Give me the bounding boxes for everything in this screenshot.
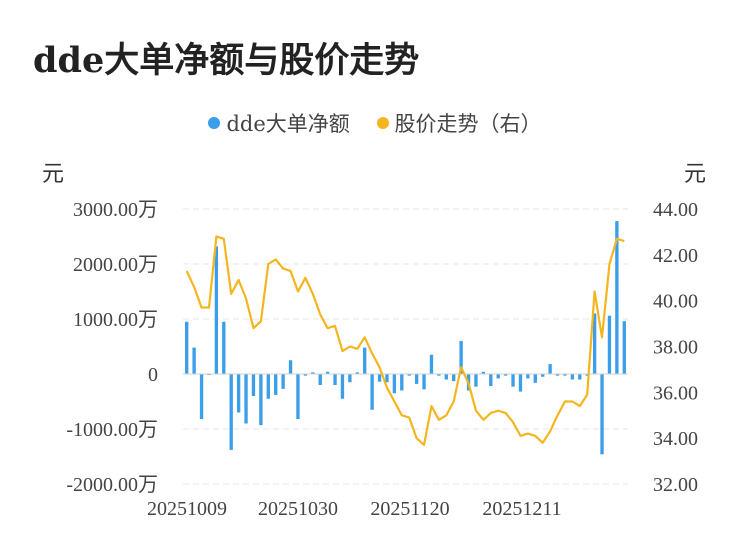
dde-bar <box>199 374 204 420</box>
dde-bar <box>444 374 448 380</box>
dde-bar <box>325 371 330 374</box>
dde-bar <box>185 321 189 374</box>
right-tick-label: 42.00 <box>653 245 698 267</box>
dde-bar <box>437 374 441 376</box>
x-tick-label: 20251009 <box>147 498 227 520</box>
legend: dde大单净额 股价走势（右） <box>0 108 750 138</box>
dde-bar <box>266 374 270 399</box>
dde-bar <box>607 315 612 374</box>
dde-bar <box>518 374 523 392</box>
left-tick-label: -1000.00万 <box>66 419 158 441</box>
dde-bar <box>459 341 463 374</box>
dde-bar <box>592 313 597 374</box>
left-tick-label: 2000.00万 <box>73 254 158 276</box>
dde-bar <box>303 374 308 376</box>
dde-bar <box>311 372 315 374</box>
left-tick-label: 1000.00万 <box>73 309 158 331</box>
dde-bar <box>236 374 241 413</box>
x-tick-label: 20251211 <box>482 498 561 520</box>
right-tick-label: 40.00 <box>653 291 698 313</box>
dde-bar <box>422 374 426 390</box>
dde-bar <box>578 374 582 380</box>
dde-bar <box>377 374 382 382</box>
legend-dot-dde-icon <box>208 117 221 129</box>
left-tick-label: -2000.00万 <box>66 474 158 496</box>
dde-bar <box>489 374 493 387</box>
dde-bar <box>340 374 345 399</box>
dde-bar <box>615 221 619 374</box>
dde-bar <box>481 371 486 374</box>
legend-item-price[interactable]: 股价走势（右） <box>376 108 542 138</box>
dde-bar <box>533 374 537 383</box>
right-tick-label: 32.00 <box>653 474 698 496</box>
right-axis-unit: 元 <box>684 162 707 187</box>
dde-bar <box>570 374 575 380</box>
dde-bar <box>214 246 219 374</box>
dde-bar <box>288 360 293 374</box>
dde-bar <box>244 374 248 424</box>
dde-bar <box>348 374 352 383</box>
dde-bar <box>555 374 560 376</box>
dde-bar <box>251 374 256 396</box>
dde-bar <box>600 374 604 455</box>
dde-bar <box>585 374 589 376</box>
right-tick-label: 38.00 <box>653 337 698 359</box>
dde-bar <box>370 374 374 410</box>
dde-bar <box>407 374 411 376</box>
dde-bar <box>363 347 367 374</box>
left-tick-label: 0 <box>148 364 158 386</box>
dde-bar <box>474 374 478 387</box>
dde-bar <box>526 374 530 379</box>
right-tick-label: 36.00 <box>653 382 698 404</box>
legend-label-price: 股价走势（右） <box>394 112 542 136</box>
dde-bar <box>318 374 322 385</box>
dde-bar <box>622 321 626 374</box>
dde-bar <box>296 374 300 420</box>
dde-bar <box>541 374 545 377</box>
dde-bar <box>414 374 419 384</box>
dde-bar <box>222 321 226 374</box>
dde-bar <box>563 374 567 376</box>
dde-bar <box>281 374 285 389</box>
dde-bar <box>503 374 508 376</box>
legend-item-dde[interactable]: dde大单净额 <box>208 108 350 138</box>
dde-bar <box>452 374 456 382</box>
dde-bar <box>333 374 337 385</box>
dde-bar <box>229 374 233 450</box>
price-line <box>185 235 625 447</box>
dde-bar <box>496 374 500 379</box>
x-tick-label: 20251030 <box>258 498 338 520</box>
dde-bar <box>548 364 552 374</box>
dde-bar <box>385 374 389 383</box>
dde-bar <box>429 354 434 374</box>
dde-bar <box>392 374 397 394</box>
dde-bar <box>192 347 196 374</box>
right-tick-label: 44.00 <box>653 199 698 221</box>
left-tick-label: 3000.00万 <box>73 199 158 221</box>
right-tick-label: 34.00 <box>653 428 698 450</box>
dde-bar <box>511 374 515 387</box>
legend-label-dde: dde大单净额 <box>226 112 350 136</box>
dde-bar <box>259 374 263 426</box>
chart-title: dde大单净额与股价走势 <box>33 40 420 81</box>
x-tick-label: 20251120 <box>370 498 449 520</box>
dde-bar <box>355 372 359 374</box>
left-axis-unit: 元 <box>42 162 65 187</box>
dde-bar <box>400 374 404 391</box>
legend-dot-price-icon <box>376 117 389 129</box>
dde-bar <box>274 374 278 395</box>
